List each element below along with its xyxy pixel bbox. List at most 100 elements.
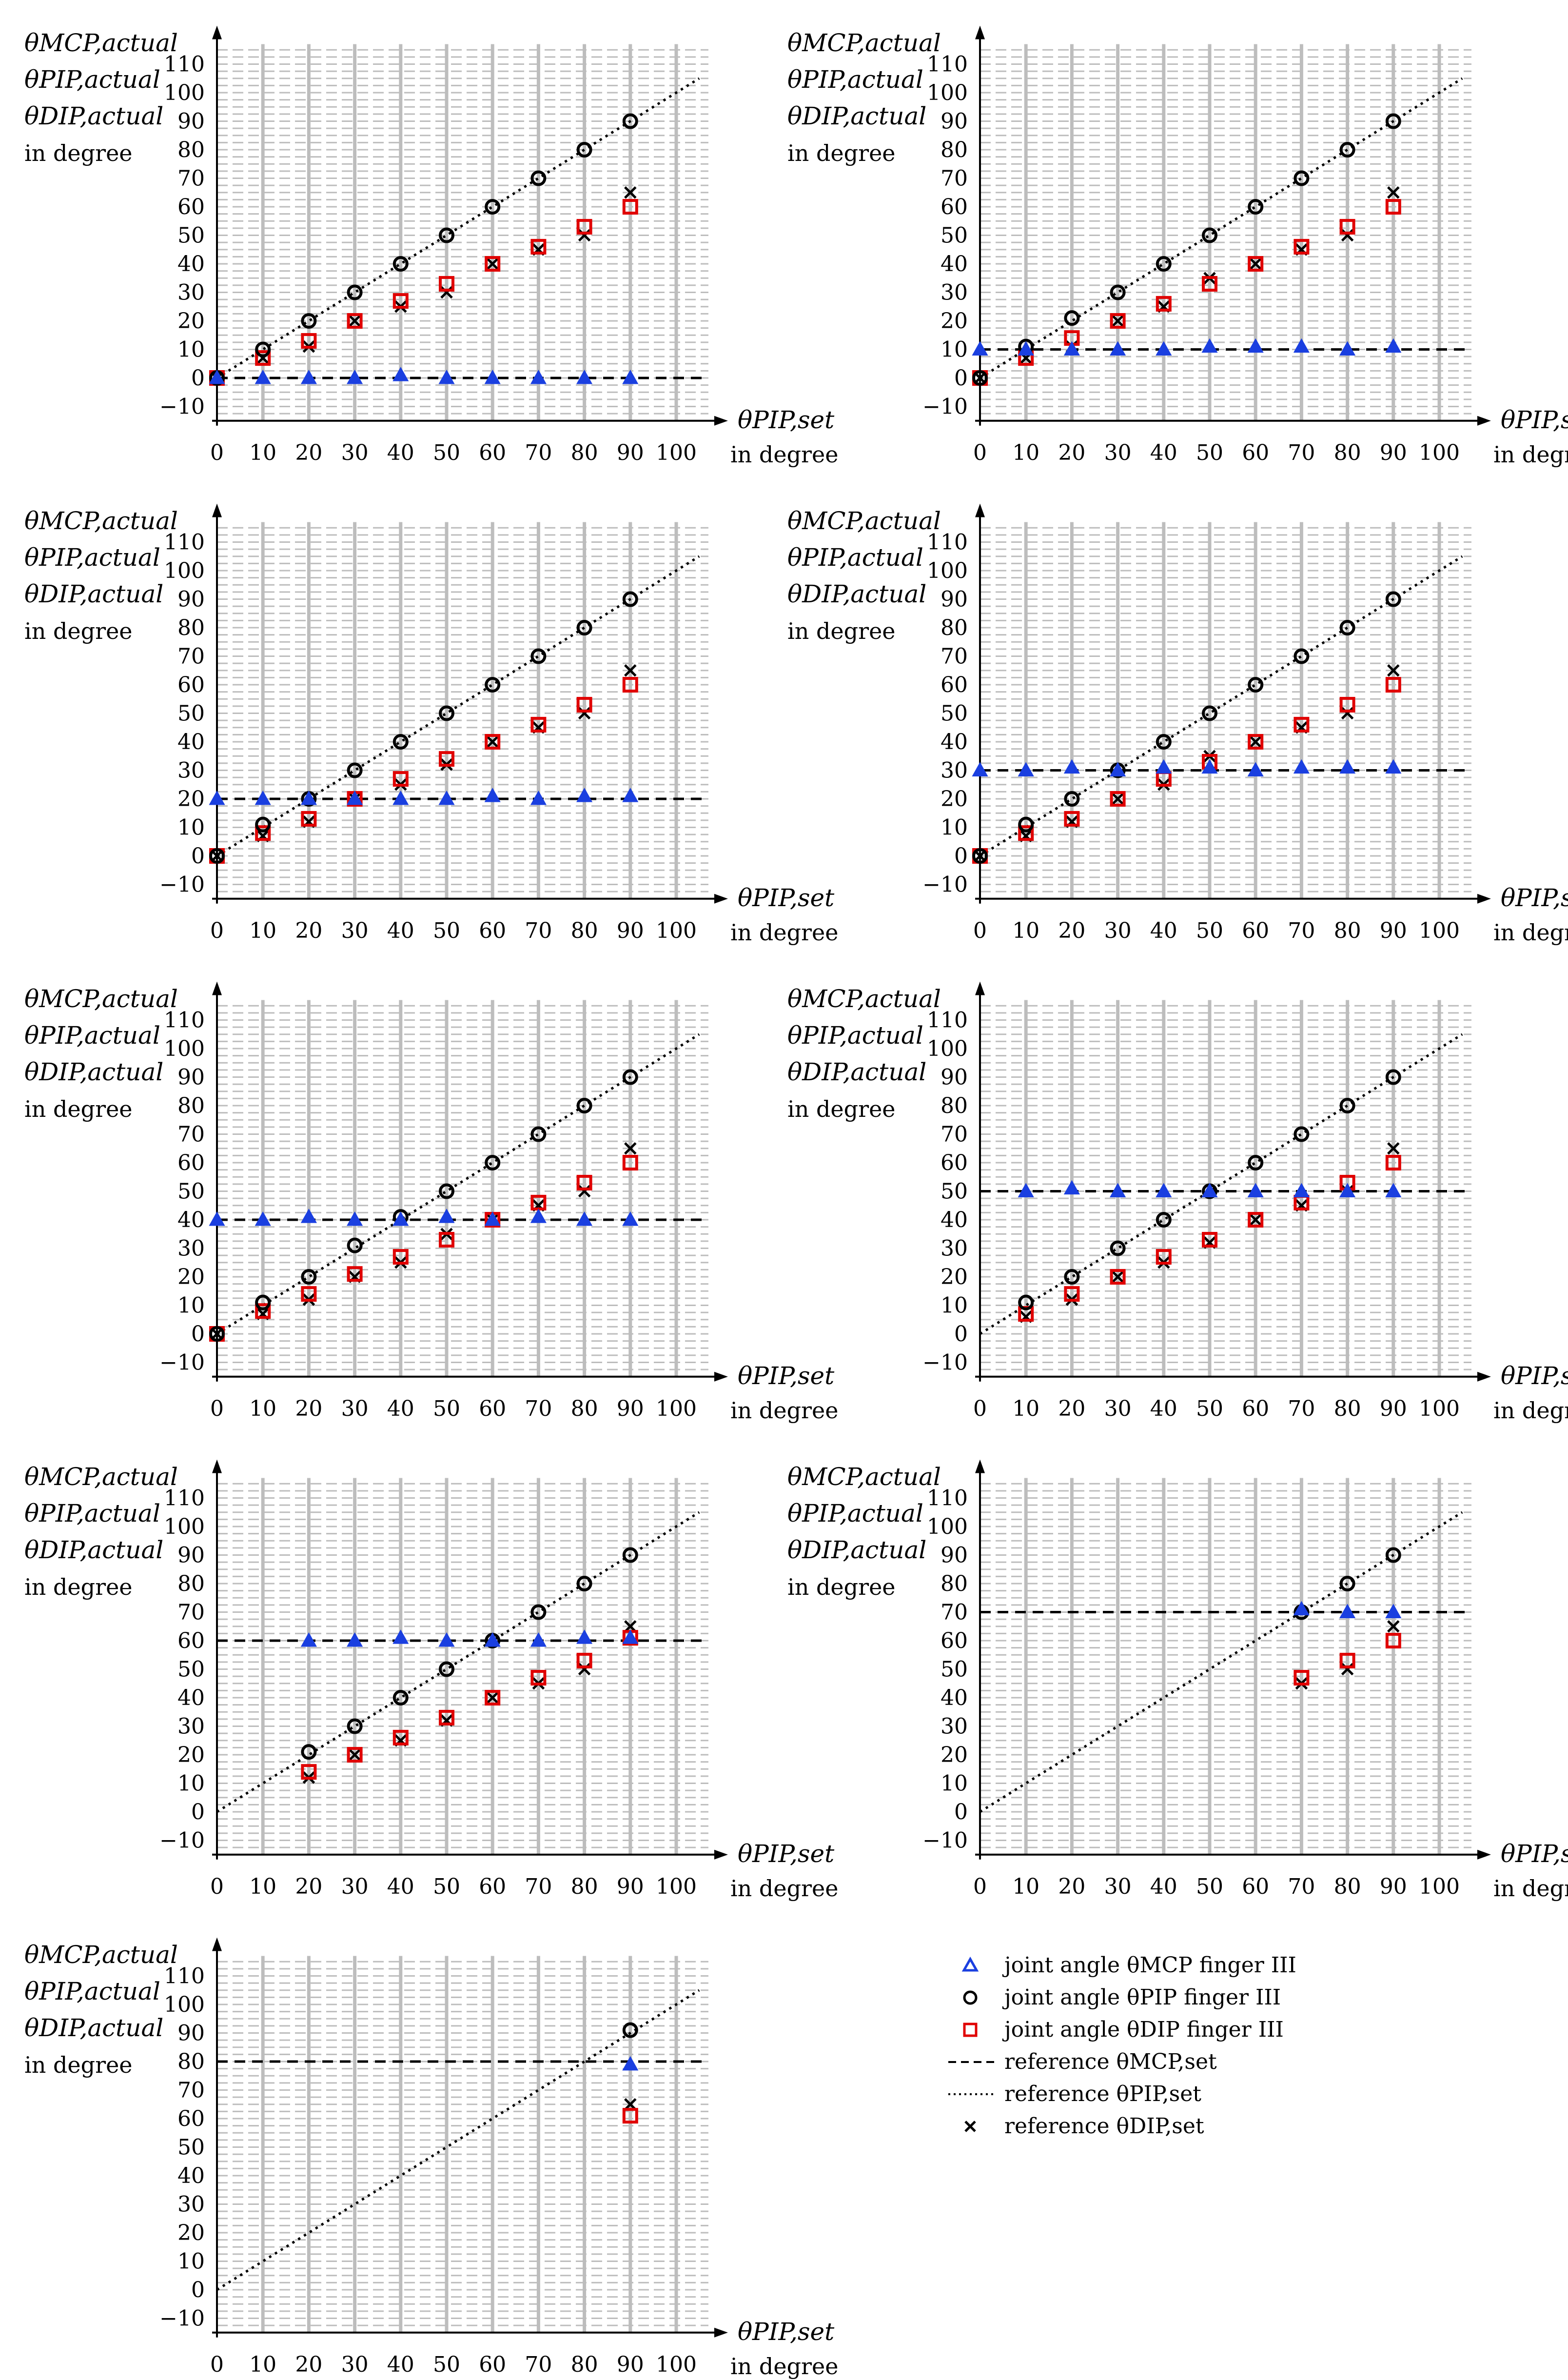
- y-axis-title: θMCP,actual: [787, 985, 941, 1013]
- x-tick-label: 60: [479, 1874, 506, 1899]
- mcp-point: [1018, 341, 1034, 356]
- y-axis-title: θPIP,actual: [24, 1977, 160, 2005]
- x-tick-label: 90: [617, 1396, 644, 1421]
- legend-cross-icon: [964, 2121, 976, 2132]
- x-tick-label: 40: [1150, 918, 1177, 943]
- y-tick-label: 80: [941, 1093, 968, 1118]
- y-tick-label: 100: [164, 1992, 205, 2017]
- y-tick-label: 60: [941, 1150, 968, 1175]
- x-axis-title: θPIP,set: [738, 1362, 835, 1390]
- reference-dip-marker: [1387, 1142, 1400, 1155]
- mcp-point: [438, 790, 455, 805]
- x-tick-label: 90: [1380, 1396, 1407, 1421]
- mcp-point: [1247, 338, 1264, 353]
- legend-label: joint angle θPIP finger III: [1002, 1985, 1281, 2010]
- y-tick-label: 90: [177, 1543, 205, 1568]
- y-tick-label: 30: [177, 280, 205, 305]
- mcp-point: [300, 369, 317, 384]
- y-tick-label: 0: [191, 1800, 205, 1825]
- x-tick-label: 40: [387, 1396, 414, 1421]
- y-axis-title: θDIP,actual: [24, 580, 163, 608]
- y-tick-label: 70: [941, 1122, 968, 1147]
- x-tick-label: 80: [571, 440, 598, 465]
- mcp-point: [1247, 1183, 1264, 1197]
- y-tick-label: 10: [177, 337, 205, 362]
- y-tick-label: 20: [941, 1743, 968, 1767]
- dip-point: [576, 218, 592, 235]
- dip-point: [1248, 256, 1264, 272]
- mcp-point: [347, 1632, 363, 1647]
- x-tick-label: 90: [617, 1874, 644, 1899]
- y-tick-label: 40: [177, 252, 205, 277]
- pip-point: [485, 677, 501, 693]
- x-tick-label: 80: [1334, 440, 1361, 465]
- y-tick-label: 50: [177, 701, 205, 726]
- dip-point: [392, 771, 409, 787]
- pip-point: [1064, 1269, 1080, 1285]
- x-tick-label: 20: [295, 1874, 322, 1899]
- y-tick-label: 90: [177, 109, 205, 134]
- y-tick-label: −10: [922, 873, 968, 897]
- x-tick-label: 30: [341, 440, 369, 465]
- mcp-point: [1385, 1604, 1402, 1618]
- x-tick-label: 60: [1242, 918, 1269, 943]
- y-axis-unit: in degree: [24, 1096, 133, 1122]
- pip-point: [301, 1269, 317, 1285]
- dip-point: [1110, 313, 1126, 329]
- y-tick-label: 80: [177, 1571, 205, 1596]
- y-tick-label: 60: [177, 195, 205, 219]
- reference-pip-set-line: [216, 555, 700, 857]
- x-tick-label: 60: [479, 440, 506, 465]
- dip-point: [301, 811, 317, 827]
- y-tick-label: 100: [164, 1036, 205, 1061]
- x-tick-label: 20: [1058, 1396, 1085, 1421]
- mcp-point: [972, 762, 988, 776]
- y-tick-label: 90: [941, 1065, 968, 1090]
- mcp-point: [972, 341, 988, 356]
- x-tick-label: 30: [341, 1874, 369, 1899]
- x-tick-label: 90: [1380, 918, 1407, 943]
- mcp-point: [255, 790, 271, 805]
- mcp-point: [484, 1632, 501, 1647]
- y-tick-label: 80: [177, 2049, 205, 2074]
- pip-point: [485, 1155, 501, 1170]
- y-tick-label: 20: [941, 309, 968, 334]
- y-tick-label: 10: [177, 1293, 205, 1318]
- y-tick-label: −10: [159, 395, 205, 419]
- dip-point: [622, 677, 638, 693]
- legend-label: joint angle θDIP finger III: [1002, 2017, 1284, 2042]
- mcp-point: [1385, 1183, 1402, 1197]
- y-tick-label: 70: [941, 644, 968, 669]
- x-tick-label: 20: [295, 918, 322, 943]
- x-tick-label: 40: [387, 2352, 414, 2377]
- legend-label: reference θDIP,set: [1004, 2114, 1204, 2139]
- mcp-point: [530, 1209, 547, 1223]
- y-axis-title: θPIP,actual: [24, 543, 160, 572]
- x-axis-title: θPIP,set: [738, 2318, 835, 2346]
- mcp-point: [438, 369, 455, 384]
- y-tick-label: 110: [164, 52, 205, 77]
- mcp-point: [530, 790, 547, 805]
- x-axis-unit: in degree: [1493, 1397, 1568, 1424]
- y-axis-title: θDIP,actual: [24, 1058, 163, 1086]
- y-tick-label: 110: [927, 1486, 968, 1511]
- pip-point: [530, 648, 547, 664]
- mcp-point: [1110, 1183, 1126, 1197]
- x-axis-title: θPIP,set: [738, 884, 835, 912]
- y-axis-title: θDIP,actual: [787, 1536, 926, 1564]
- mcp-point: [530, 1632, 547, 1647]
- dip-point: [1339, 218, 1355, 235]
- pip-point: [622, 2022, 638, 2038]
- pip-point: [439, 1661, 454, 1677]
- x-tick-label: 10: [249, 918, 276, 943]
- mcp-point: [438, 1632, 455, 1647]
- dip-point: [392, 1729, 409, 1745]
- y-tick-label: 0: [191, 1322, 205, 1347]
- y-axis-title: θDIP,actual: [787, 102, 926, 130]
- x-axis-arrow: [1477, 893, 1491, 904]
- x-tick-label: 20: [1058, 918, 1085, 943]
